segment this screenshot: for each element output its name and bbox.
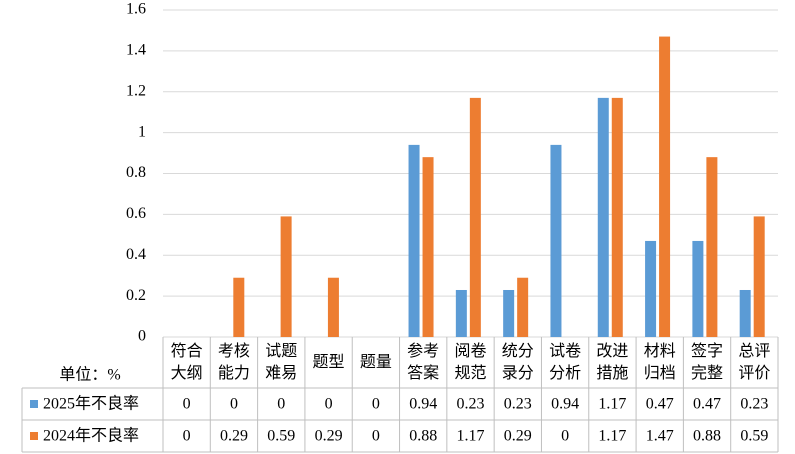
bar	[753, 216, 765, 337]
table-value: 0.29	[504, 428, 532, 445]
category-cell: 试题难易	[258, 338, 305, 388]
bar	[611, 97, 623, 337]
bar	[422, 157, 434, 337]
table-value: 0	[372, 396, 380, 413]
table-value: 1.47	[646, 428, 674, 445]
table-value: 0.23	[740, 396, 768, 413]
bar	[550, 144, 562, 337]
bar	[692, 240, 704, 337]
legend-label: 2025年不良率	[43, 395, 139, 413]
x-tick-label: 参考答案	[407, 343, 440, 382]
category-cell: 改进措施	[589, 338, 636, 388]
x-tick-label: 统分录分	[501, 343, 534, 382]
legend-key	[30, 432, 38, 440]
table-value: 0.88	[409, 428, 437, 445]
category-cell: 材料归档	[636, 338, 683, 388]
category-cell: 题量	[352, 338, 399, 388]
legend-label: 2024年不良率	[43, 427, 139, 445]
table-value: 0.47	[646, 396, 674, 413]
y-tick-label: 1.6	[126, 1, 146, 18]
table-value: 0.88	[693, 428, 721, 445]
y-tick-label: 0.6	[126, 205, 146, 222]
y-tick-label: 1.4	[126, 42, 146, 59]
x-tick-label: 考核能力	[217, 343, 250, 382]
bar	[327, 277, 339, 337]
x-tick-label: 总评评价	[738, 343, 771, 382]
category-cell: 试卷分析	[541, 338, 588, 388]
unit-label: 单位：%	[59, 366, 120, 384]
table-value: 0	[561, 428, 569, 445]
category-cell: 总评评价	[731, 338, 778, 388]
x-tick-label: 签字完整	[691, 343, 724, 382]
bar	[517, 277, 529, 337]
table-value: 0	[372, 428, 380, 445]
category-cell: 参考答案	[400, 338, 447, 388]
bar	[469, 97, 481, 337]
bar	[645, 240, 657, 337]
table-value: 0.47	[693, 396, 721, 413]
y-tick-label: 0.4	[126, 246, 146, 263]
table-value: 0	[325, 396, 333, 413]
x-tick-label: 题型	[312, 354, 345, 371]
bar	[739, 289, 751, 337]
category-cell: 题型	[305, 338, 352, 388]
bar	[280, 216, 292, 337]
y-tick-label: 1	[138, 123, 146, 140]
table-value: 1.17	[457, 428, 485, 445]
bar	[503, 289, 515, 337]
table-value: 1.17	[598, 428, 626, 445]
bar	[455, 289, 467, 337]
table-value: 0.94	[409, 396, 437, 413]
y-tick-label: 1.2	[126, 82, 146, 99]
table-value: 0	[183, 428, 191, 445]
table-value: 0.59	[740, 428, 768, 445]
bar	[408, 144, 420, 337]
table-value: 0.94	[551, 396, 579, 413]
bar	[659, 36, 671, 337]
table-value: 0	[183, 396, 191, 413]
table-value: 0.29	[315, 428, 343, 445]
y-tick-label: 0.2	[126, 287, 146, 304]
y-tick-label: 0	[138, 328, 146, 345]
table-value: 0.23	[504, 396, 532, 413]
y-tick-label: 0.8	[126, 164, 146, 181]
category-cell: 阅卷规范	[447, 338, 494, 388]
legend-key	[30, 400, 38, 408]
category-cell: 统分录分	[494, 338, 541, 388]
table-value: 0.29	[220, 428, 248, 445]
table-value: 0.59	[267, 428, 295, 445]
x-tick-label: 材料归档	[643, 343, 676, 382]
table-value: 0	[230, 396, 238, 413]
bar	[233, 277, 245, 337]
bar	[706, 157, 718, 337]
category-cell: 符合大纲	[163, 338, 210, 388]
x-tick-label: 阅卷规范	[454, 343, 487, 382]
x-tick-label: 试卷分析	[549, 343, 582, 382]
table-value: 1.17	[598, 396, 626, 413]
table-value: 0	[277, 396, 285, 413]
x-tick-label: 题量	[359, 354, 392, 371]
x-tick-label: 改进措施	[596, 343, 629, 382]
category-cell: 签字完整	[683, 338, 730, 388]
table-value: 0.23	[457, 396, 485, 413]
category-cell: 考核能力	[210, 338, 257, 388]
x-tick-label: 符合大纲	[170, 343, 203, 382]
bar	[597, 97, 609, 337]
x-tick-label: 试题难易	[265, 343, 298, 382]
